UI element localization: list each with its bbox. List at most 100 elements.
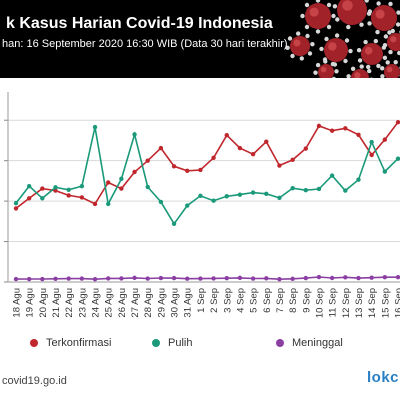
data-point-0-24: [329, 128, 335, 133]
data-point-0-9: [132, 169, 137, 175]
data-point-2-13: [185, 276, 190, 281]
data-point-1-17: [237, 192, 243, 197]
virus-icon: [382, 28, 400, 56]
data-point-2-23: [316, 274, 322, 280]
data-point-1-13: [185, 203, 190, 208]
x-tick-label: 25 Agu: [104, 288, 115, 318]
x-tick-label: 27 Agu: [130, 288, 141, 318]
data-point-2-9: [132, 275, 137, 281]
data-point-2-18: [250, 276, 256, 281]
legend-label-deaths: Meninggal: [292, 337, 343, 349]
x-tick-label: 10 Sep: [314, 288, 325, 318]
page-title: k Kasus Harian Covid-19 Indonesia: [6, 15, 273, 32]
virus-icon: [367, 1, 400, 35]
source-text: covid19.go.id: [2, 375, 67, 387]
x-tick-label: 26 Agu: [117, 288, 128, 318]
data-point-0-28: [382, 137, 388, 142]
header-banner: k Kasus Harian Covid-19 Indonesia han: 1…: [0, 0, 400, 78]
data-point-1-14: [198, 193, 203, 199]
data-point-0-22: [303, 146, 308, 151]
x-axis-ticks: 18 Agu 19 Agu 20 Agu 21 Agu 22 Agu 23 Agu 24 A…: [12, 288, 400, 318]
data-point-2-12: [171, 275, 177, 281]
x-tick-label: 3 Sep: [222, 288, 233, 313]
data-point-2-25: [343, 275, 348, 280]
data-point-2-29: [395, 275, 400, 280]
x-tick-label: 24 Agu: [91, 288, 102, 318]
legend-marker-deaths: [276, 339, 284, 347]
data-point-1-9: [132, 132, 137, 137]
virus-icon: [313, 59, 339, 78]
virus-icon: [332, 0, 372, 30]
data-point-1-25: [343, 188, 348, 193]
legend-marker-recovered: [152, 339, 160, 347]
x-tick-label: 1 Sep: [196, 288, 207, 313]
virus-icon: [300, 0, 336, 34]
data-point-1-26: [356, 177, 361, 182]
data-point-0-27: [369, 152, 374, 158]
data-point-0-11: [158, 145, 164, 151]
x-tick-label: 28 Agu: [143, 288, 154, 318]
virus-icon: [285, 31, 315, 61]
data-point-1-4: [66, 187, 71, 192]
data-point-0-0: [13, 206, 19, 211]
data-point-0-7: [106, 180, 111, 185]
chart-series: [13, 120, 400, 282]
data-point-2-3: [53, 276, 58, 281]
data-point-0-10: [145, 158, 150, 163]
x-tick-label: 29 Agu: [156, 288, 167, 318]
data-point-0-4: [66, 193, 71, 198]
data-point-2-20: [277, 276, 282, 282]
virus-illustration: [285, 0, 400, 78]
x-tick-label: 22 Agu: [64, 288, 75, 318]
x-tick-label: 6 Sep: [262, 288, 273, 313]
legend-marker-confirmed: [30, 339, 38, 347]
data-point-1-20: [277, 195, 282, 201]
data-point-1-0: [13, 200, 19, 206]
data-point-1-24: [329, 173, 335, 178]
data-point-0-12: [171, 164, 177, 169]
data-point-0-17: [237, 145, 243, 151]
x-tick-label: 21 Agu: [51, 288, 62, 318]
x-tick-label: 20 Agu: [38, 288, 49, 318]
data-point-0-29: [395, 120, 400, 125]
legend-label-confirmed: Terkonfirmasi: [46, 337, 112, 349]
data-point-0-15: [211, 155, 216, 161]
data-point-1-10: [145, 184, 150, 190]
data-point-0-6: [92, 201, 98, 207]
legend-item-recovered: Pulih: [152, 334, 192, 352]
data-point-2-4: [66, 276, 71, 281]
data-point-1-23: [316, 186, 322, 192]
x-tick-label: 4 Sep: [235, 288, 246, 313]
data-point-2-22: [303, 275, 308, 281]
data-point-2-28: [382, 275, 388, 280]
data-point-0-1: [26, 196, 32, 201]
series-line-0: [15, 121, 399, 210]
data-point-2-15: [211, 276, 216, 281]
data-point-0-18: [250, 151, 256, 157]
x-tick-label: 31 Agu: [183, 288, 194, 318]
data-point-2-21: [290, 276, 295, 282]
x-tick-label: 12 Sep: [341, 288, 352, 318]
data-point-0-21: [290, 157, 295, 163]
data-point-1-11: [158, 199, 164, 205]
data-point-1-27: [369, 139, 374, 145]
chart-grid: [4, 92, 400, 283]
data-point-0-20: [277, 163, 282, 168]
x-tick-label: 8 Sep: [288, 288, 299, 313]
data-point-1-29: [395, 156, 400, 161]
data-point-2-2: [40, 276, 45, 282]
data-point-2-5: [79, 276, 85, 281]
x-tick-label: 7 Sep: [275, 288, 286, 313]
data-point-0-8: [119, 186, 124, 191]
x-tick-label: 5 Sep: [249, 288, 260, 313]
data-point-2-14: [198, 276, 203, 281]
legend-label-recovered: Pulih: [168, 337, 193, 349]
data-point-1-2: [40, 196, 45, 201]
x-tick-label: 30 Agu: [170, 288, 181, 318]
data-point-1-12: [171, 221, 177, 226]
data-point-2-1: [26, 276, 32, 282]
data-point-2-8: [119, 276, 124, 281]
virus-icon: [380, 60, 400, 78]
data-point-0-26: [356, 132, 361, 137]
brand-logo: lokc: [367, 369, 400, 386]
